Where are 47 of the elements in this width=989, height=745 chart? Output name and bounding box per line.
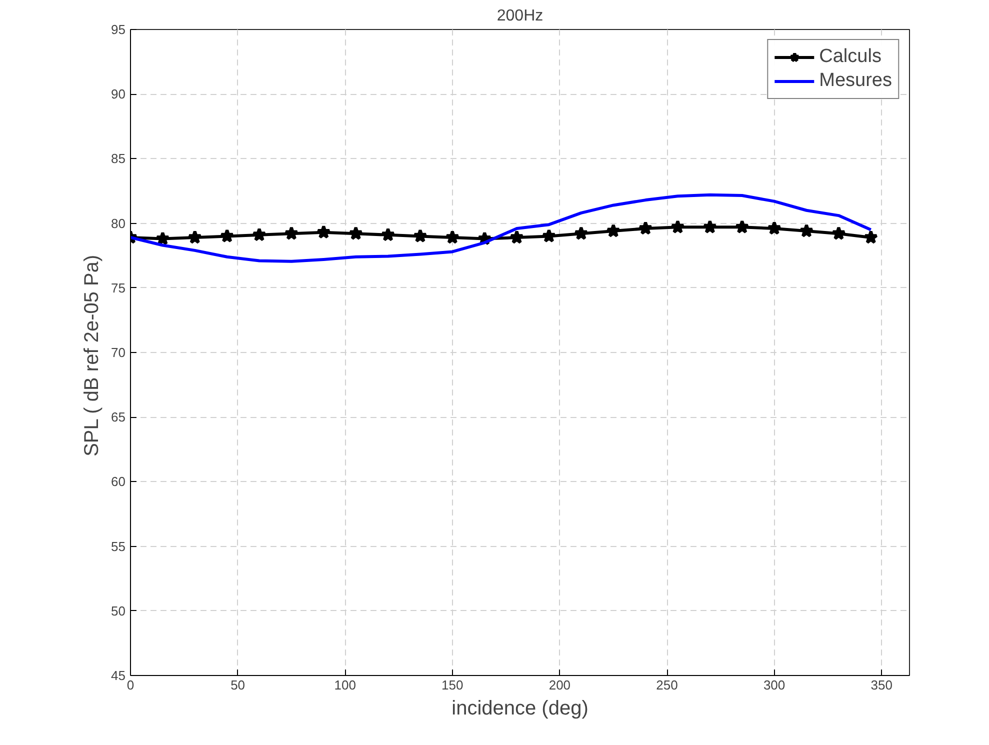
point xyxy=(574,226,588,240)
point xyxy=(702,220,718,234)
x-tick-label: 300 xyxy=(763,678,786,692)
point xyxy=(155,231,170,246)
y-tick-label: 80 xyxy=(111,216,126,231)
y-tick-label: 95 xyxy=(111,22,126,37)
y-tick-label: 65 xyxy=(111,410,126,425)
x-tick-label: 200 xyxy=(548,678,571,692)
point xyxy=(252,227,266,242)
point xyxy=(734,220,750,234)
y-tick-label: 90 xyxy=(111,86,126,102)
point xyxy=(316,224,331,239)
y-axis-title: SPL ( dB ref 2e-05 Pa) xyxy=(81,254,104,456)
point xyxy=(670,220,685,234)
y-tick-label: 45 xyxy=(111,668,126,683)
point xyxy=(638,220,653,235)
x-tick-label: 100 xyxy=(334,678,356,692)
point xyxy=(767,220,782,235)
point xyxy=(510,230,524,244)
x-tick-label: 50 xyxy=(230,678,246,692)
point xyxy=(831,226,846,240)
point xyxy=(606,224,621,238)
y-tick-label: 70 xyxy=(111,345,126,360)
point xyxy=(542,228,556,243)
y-tick-label: 55 xyxy=(111,538,126,554)
x-tick-label: 350 xyxy=(870,678,892,692)
point xyxy=(380,227,396,242)
chart-title: 200Hz xyxy=(496,8,544,24)
point xyxy=(284,226,299,240)
y-tick-label: 60 xyxy=(111,474,126,490)
line-series xyxy=(130,193,872,263)
point xyxy=(445,230,460,244)
x-tick-label: 0 xyxy=(126,678,134,692)
point xyxy=(220,228,234,243)
y-tick-label: 50 xyxy=(111,603,126,618)
legend-label: Calculs xyxy=(819,46,882,68)
point xyxy=(188,230,202,244)
point xyxy=(413,228,428,243)
y-tick-label: 85 xyxy=(111,151,126,166)
point xyxy=(799,224,814,238)
legend-label: Mesures xyxy=(819,70,892,92)
point xyxy=(864,230,878,244)
point xyxy=(348,226,364,240)
y-tick-label: 75 xyxy=(111,280,126,296)
x-tick-label: 250 xyxy=(656,678,678,692)
x-tick-label: 150 xyxy=(442,678,464,692)
x-axis-title: incidence (deg) xyxy=(452,698,588,720)
